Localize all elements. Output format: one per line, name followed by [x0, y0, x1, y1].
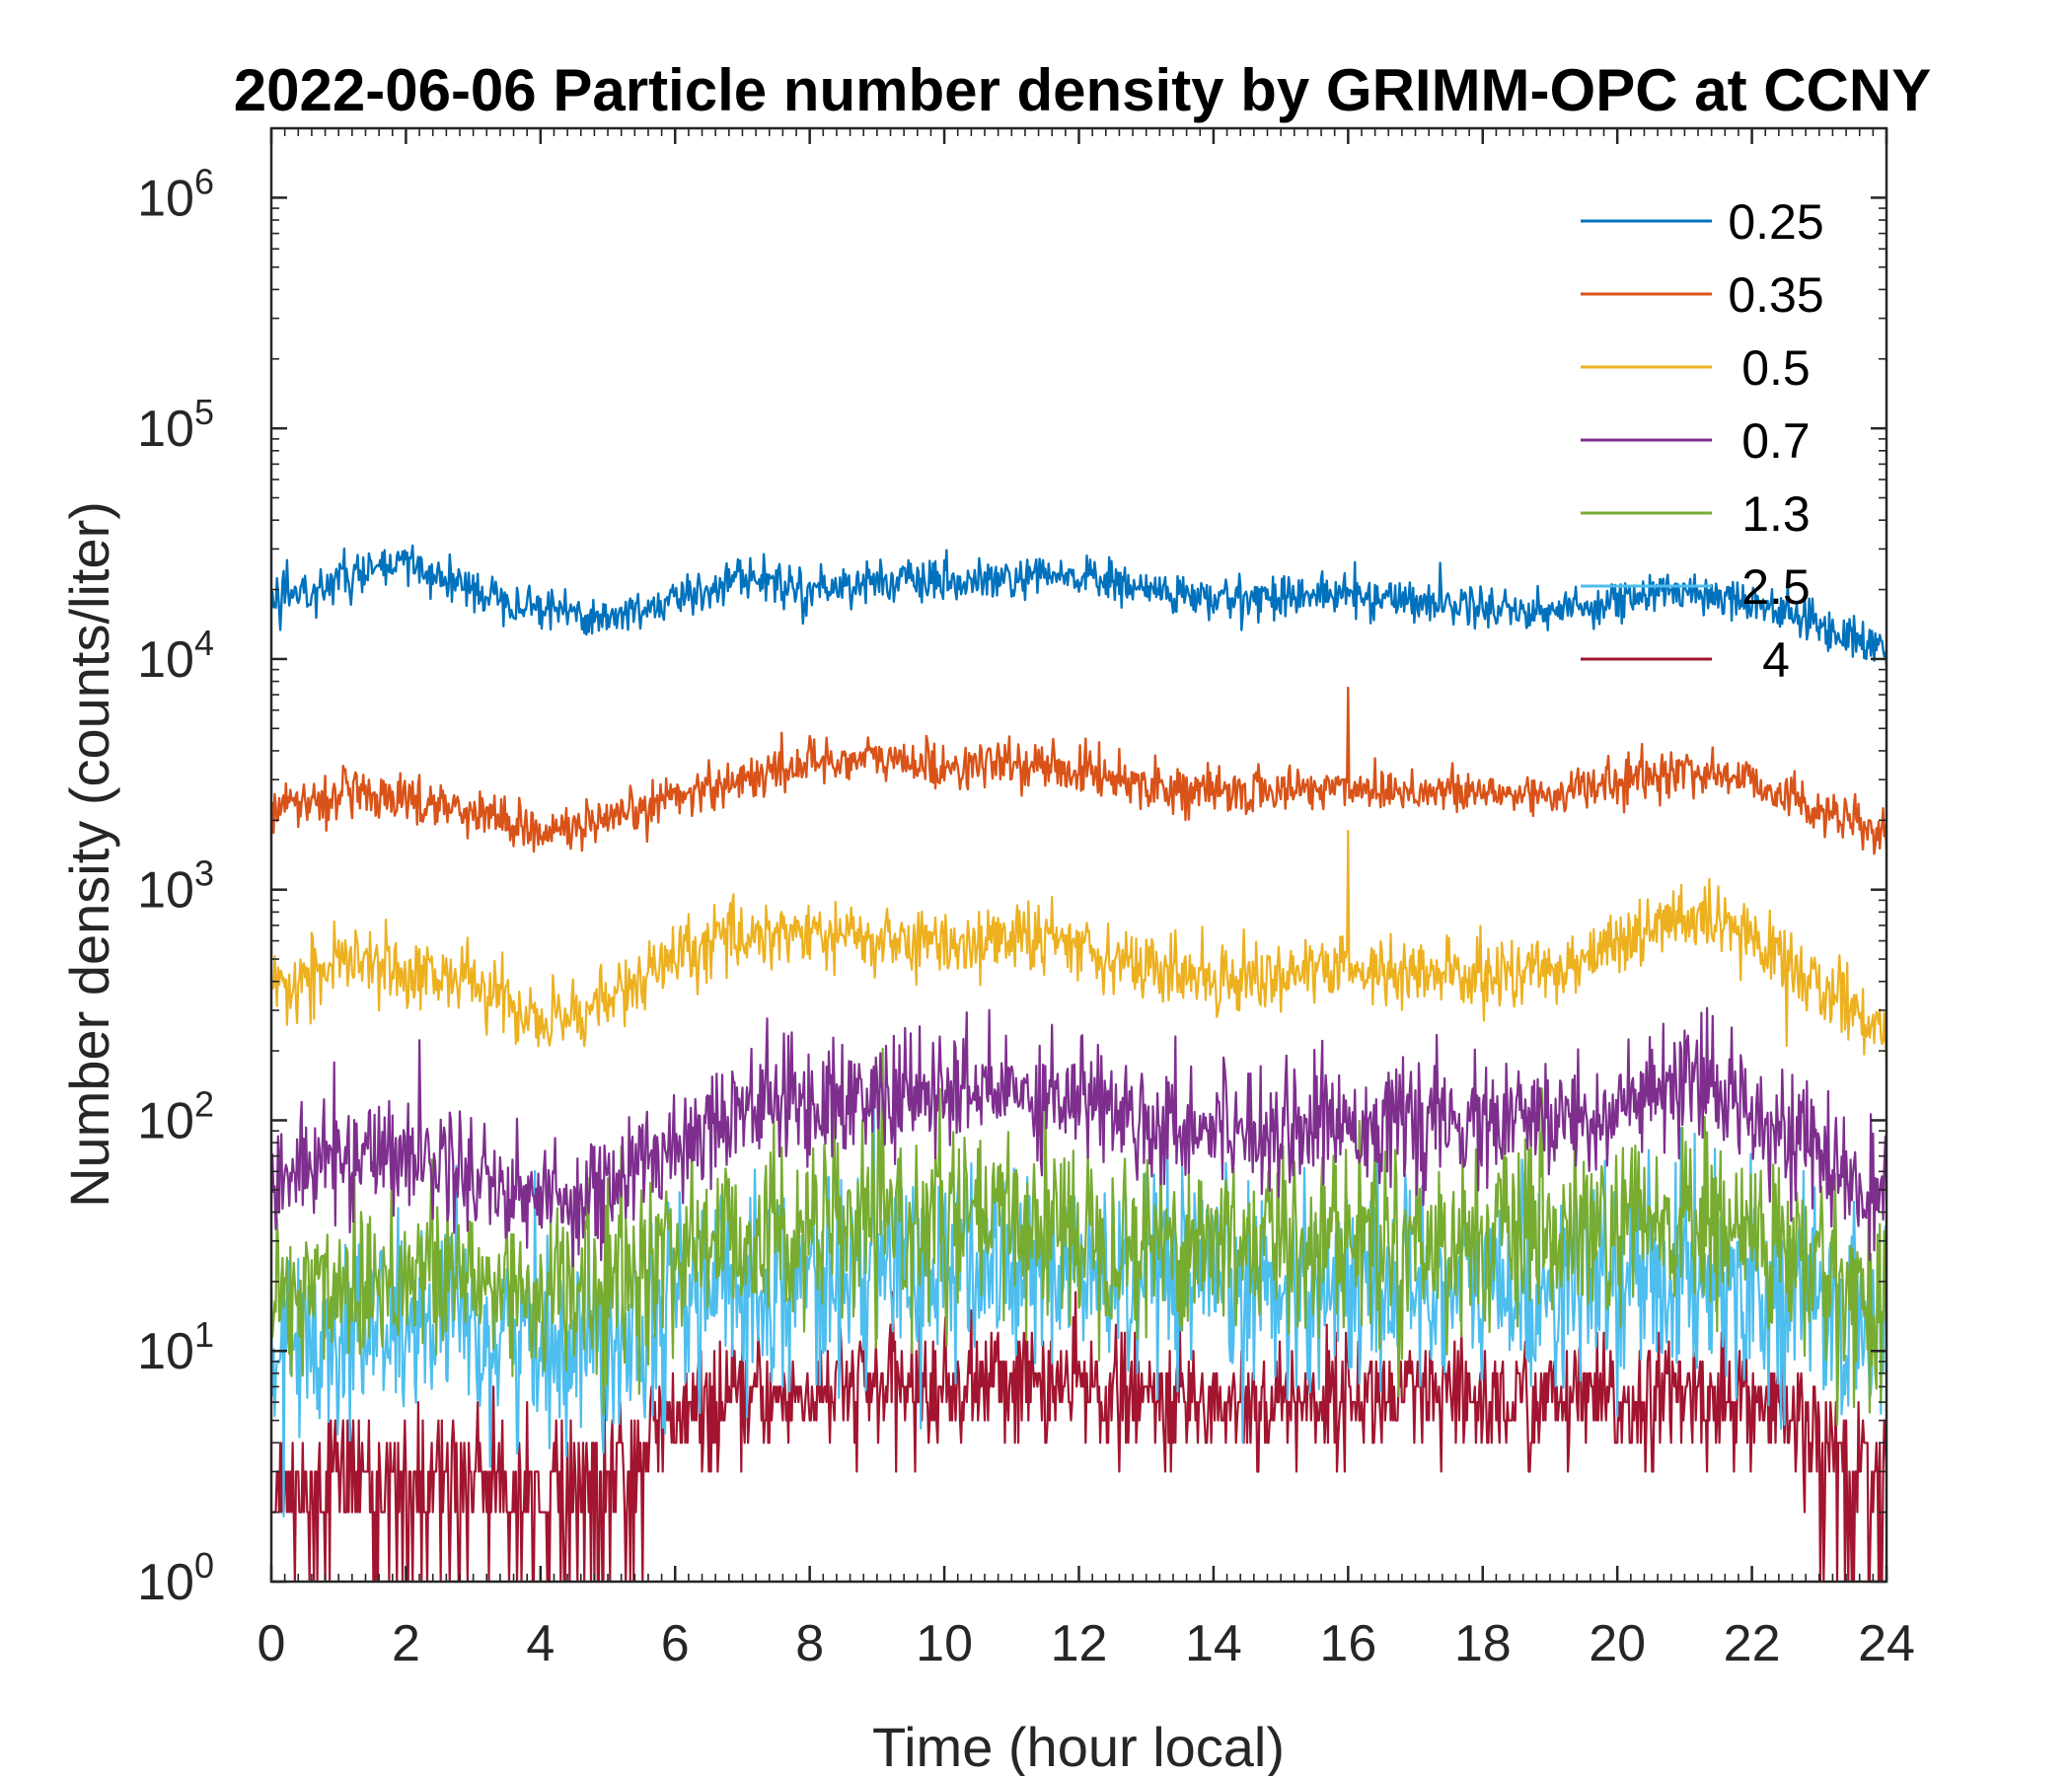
y-tick-label: 105 [137, 392, 214, 458]
series-line-1_3 [269, 1047, 1888, 1427]
x-tick-label: 14 [1185, 1615, 1242, 1672]
x-tick-label: 18 [1454, 1615, 1512, 1672]
y-tick-label: 104 [137, 623, 214, 689]
series-line-0_25 [269, 544, 1888, 666]
chart-title: 2022-06-06 Particle number density by GR… [234, 57, 1932, 123]
legend-label: 0.5 [1741, 340, 1811, 396]
x-tick-label: 0 [258, 1615, 286, 1672]
x-tick-label: 24 [1858, 1615, 1915, 1672]
series-line-0_7 [269, 1006, 1888, 1268]
x-axis: 0 2 4 6 8 10 12 14 16 18 20 22 24 [258, 128, 1915, 1672]
legend-label: 2.5 [1741, 559, 1811, 615]
y-tick-label: 100 [137, 1545, 214, 1611]
series-line-0_35 [269, 686, 1888, 855]
legend-label: 0.7 [1741, 413, 1811, 469]
x-tick-label: 22 [1724, 1615, 1781, 1672]
x-tick-label: 6 [661, 1615, 690, 1672]
x-tick-label: 20 [1589, 1615, 1646, 1672]
legend-label: 4 [1762, 632, 1790, 688]
y-tick-label: 103 [137, 853, 214, 920]
series-line-4 [271, 1291, 1888, 1584]
y-tick-label: 102 [137, 1083, 214, 1149]
plot-lines [269, 544, 1888, 1584]
x-tick-label: 16 [1319, 1615, 1376, 1672]
y-tick-label: 101 [137, 1314, 214, 1380]
legend: 0.25 0.35 0.5 0.7 1.3 2.5 4 [1581, 194, 1824, 688]
legend-label: 0.25 [1728, 194, 1823, 250]
series-line-0_5 [270, 829, 1888, 1062]
legend-label: 0.35 [1728, 267, 1823, 323]
x-tick-label: 2 [392, 1615, 420, 1672]
y-axis-label: Number density (counts/liter) [58, 501, 120, 1208]
x-tick-label: 10 [916, 1615, 973, 1672]
x-tick-label: 8 [795, 1615, 824, 1672]
x-tick-label: 12 [1051, 1615, 1108, 1672]
x-tick-label: 4 [526, 1615, 555, 1672]
y-tick-label: 106 [137, 161, 214, 227]
x-axis-label: Time (hour local) [872, 1716, 1285, 1776]
y-axis: 100 101 102 103 104 105 106 [137, 161, 1887, 1611]
legend-label: 1.3 [1741, 486, 1811, 542]
